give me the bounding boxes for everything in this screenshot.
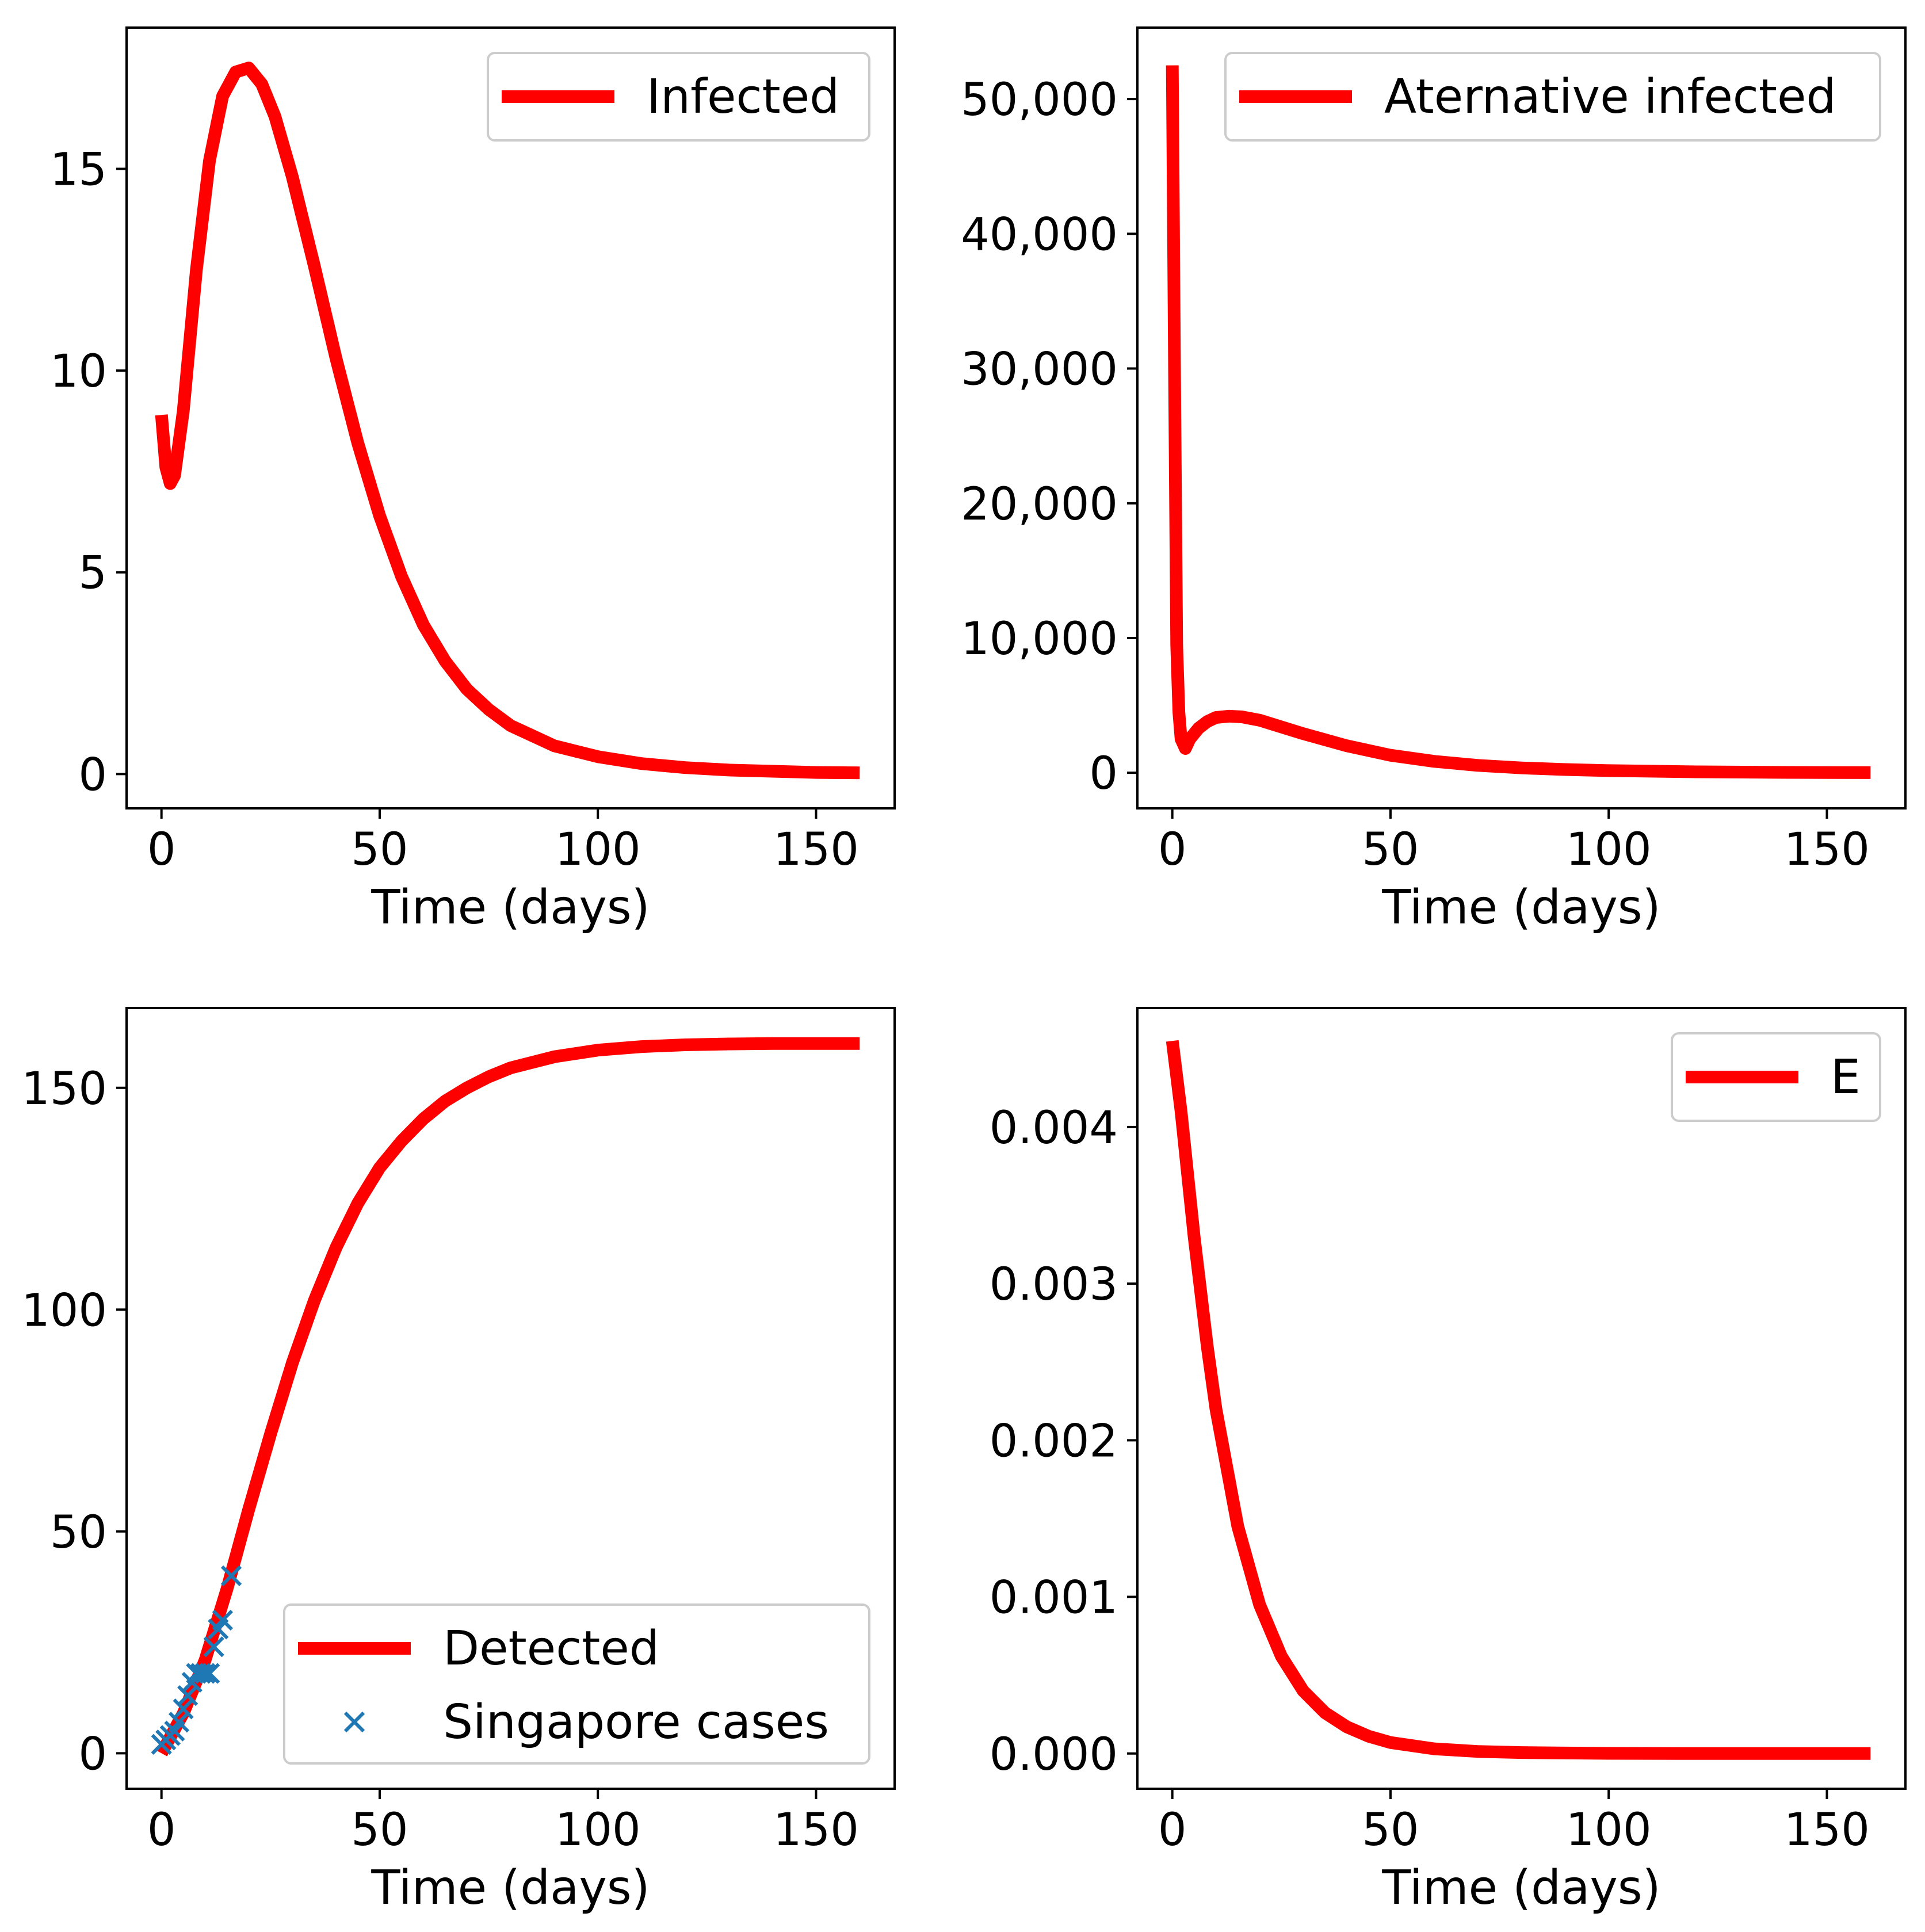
scatter-point xyxy=(203,1636,224,1658)
series-line-infected xyxy=(155,62,860,780)
legend-label: Singapore cases xyxy=(443,1695,829,1750)
x-tick-label: 50 xyxy=(1362,824,1419,876)
legend: Aternative infected xyxy=(1224,52,1881,142)
y-tick-label: 0 xyxy=(1089,748,1118,800)
x-tick-label: 150 xyxy=(1784,824,1870,876)
x-tick-label: 50 xyxy=(351,824,408,876)
y-tick-label: 0.000 xyxy=(990,1729,1118,1781)
x-tick-label: 50 xyxy=(351,1804,408,1856)
x-axis-title: Time (days) xyxy=(371,880,650,935)
y-tick-label: 0.003 xyxy=(990,1259,1118,1311)
legend-label: Detected xyxy=(443,1621,659,1676)
scatter-point xyxy=(190,1663,212,1684)
legend-box xyxy=(487,52,870,142)
x-tick-label: 0 xyxy=(147,824,176,876)
y-tick-label: 20,000 xyxy=(961,479,1118,530)
y-tick-label: 0 xyxy=(78,749,107,801)
y-tick-label: 10,000 xyxy=(961,613,1118,665)
x-tick-label: 0 xyxy=(1158,824,1187,876)
series-line-detected xyxy=(156,1037,860,1757)
scatter-point xyxy=(168,1712,190,1733)
chart-alternative: 0 50 100 150 0 10,000 20,000 30,000 40,000 50,000… xyxy=(961,26,1907,935)
axes-frame xyxy=(125,1007,896,1790)
axes-frame xyxy=(125,26,896,810)
x-axis-title: Time (days) xyxy=(1381,1861,1660,1915)
legend-label: Aternative infected xyxy=(1384,70,1836,124)
legend-box xyxy=(1224,52,1881,142)
legend: Detected Singapore cases xyxy=(283,1603,870,1765)
x-tick-label: 150 xyxy=(773,1804,859,1856)
series-line-e xyxy=(1166,1040,1871,1760)
x-tick-label: 100 xyxy=(555,1804,641,1856)
legend-marker-swatch xyxy=(343,1711,365,1733)
x-tick-label: 100 xyxy=(1566,1804,1652,1856)
x-axis-title: Time (days) xyxy=(1381,880,1660,935)
chart-panels: 0 50 100 150 0 5 10 15 Time (days) Infected 0 50 100… xyxy=(21,26,1907,1915)
scatter-point xyxy=(173,1698,194,1720)
chart-detected: 0 50 100 150 0 50 100 150 Time (days) Detected Sin… xyxy=(21,1007,896,1915)
legend-label: Infected xyxy=(647,70,839,124)
x-tick-label: 100 xyxy=(1566,824,1652,876)
series-line-aternative-infected xyxy=(1166,65,1871,779)
axes-frame xyxy=(1136,1007,1907,1790)
y-tick-label: 150 xyxy=(21,1063,107,1115)
y-tick-label: 5 xyxy=(78,548,107,600)
legend: Infected xyxy=(487,52,870,142)
y-tick-label: 0.001 xyxy=(990,1572,1118,1624)
legend-box xyxy=(283,1603,870,1765)
scatter-point xyxy=(177,1685,198,1706)
y-tick-label: 0.004 xyxy=(990,1102,1118,1154)
scatter-point xyxy=(194,1663,216,1684)
legend: E xyxy=(1671,1032,1881,1122)
scatter-point xyxy=(212,1609,233,1631)
chart-e: 0 50 100 150 0.000 0.001 0.002 0.003 0.004 Time (… xyxy=(990,1007,1907,1915)
legend-label: E xyxy=(1831,1050,1861,1105)
y-tick-label: 100 xyxy=(21,1285,107,1337)
y-tick-label: 50 xyxy=(50,1507,107,1559)
scatter-point xyxy=(220,1565,242,1587)
x-tick-label: 150 xyxy=(1784,1804,1870,1856)
x-tick-label: 150 xyxy=(773,824,859,876)
y-tick-label: 40,000 xyxy=(961,209,1118,261)
y-tick-label: 0.002 xyxy=(990,1415,1118,1467)
y-tick-label: 30,000 xyxy=(961,344,1118,396)
y-tick-label: 10 xyxy=(50,346,107,398)
y-tick-label: 50,000 xyxy=(961,74,1118,126)
scatter-point xyxy=(198,1663,220,1684)
x-tick-label: 0 xyxy=(147,1804,176,1856)
axes-frame xyxy=(1136,26,1907,810)
y-tick-label: 0 xyxy=(78,1728,107,1780)
x-axis-title: Time (days) xyxy=(371,1861,650,1915)
chart-infected: 0 50 100 150 0 5 10 15 Time (days) Infected xyxy=(50,26,896,935)
x-tick-label: 50 xyxy=(1362,1804,1419,1856)
y-tick-label: 15 xyxy=(50,144,107,196)
x-tick-label: 100 xyxy=(555,824,641,876)
x-tick-label: 0 xyxy=(1158,1804,1187,1856)
